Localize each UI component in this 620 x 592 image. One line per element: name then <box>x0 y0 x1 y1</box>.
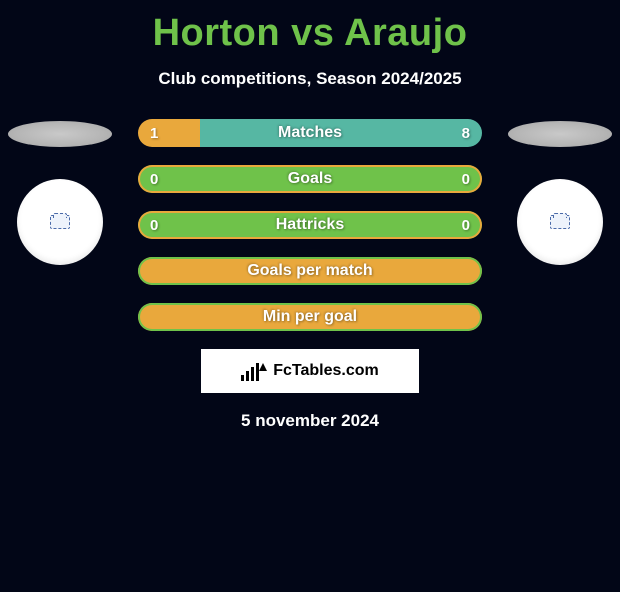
stat-value-left: 1 <box>150 125 158 142</box>
player-right-column <box>500 119 620 265</box>
stat-label: Matches <box>278 124 342 142</box>
footer-brand-box[interactable]: FcTables.com <box>201 349 419 393</box>
stat-bar: Min per goal <box>138 303 482 331</box>
stat-label: Hattricks <box>276 216 344 234</box>
jersey-placeholder-icon <box>550 215 570 229</box>
stat-bar: 1 8 Matches <box>138 119 482 147</box>
brand-bars-icon <box>241 361 267 381</box>
shadow-ellipse-icon <box>8 121 112 147</box>
stat-bar: 0 0 Hattricks <box>138 211 482 239</box>
comparison-content: 1 8 Matches 0 0 Goals 0 0 Hattricks Goals per mat… <box>0 119 620 431</box>
stat-value-left: 0 <box>150 171 158 188</box>
jersey-placeholder-icon <box>50 215 70 229</box>
avatar-left <box>17 179 103 265</box>
stat-label: Goals per match <box>247 262 372 280</box>
stat-bar: Goals per match <box>138 257 482 285</box>
date-label: 5 november 2024 <box>0 411 620 431</box>
subtitle: Club competitions, Season 2024/2025 <box>0 69 620 89</box>
avatar-right <box>517 179 603 265</box>
shadow-ellipse-icon <box>508 121 612 147</box>
stat-label: Goals <box>288 170 332 188</box>
stat-bars: 1 8 Matches 0 0 Goals 0 0 Hattricks Goals per mat… <box>138 119 482 331</box>
stat-value-right: 0 <box>462 171 470 188</box>
stat-value-right: 8 <box>462 125 470 142</box>
stat-bar: 0 0 Goals <box>138 165 482 193</box>
player-left-column <box>0 119 120 265</box>
stat-value-right: 0 <box>462 217 470 234</box>
stat-value-left: 0 <box>150 217 158 234</box>
stat-label: Min per goal <box>263 308 357 326</box>
page-title: Horton vs Araujo <box>0 12 620 55</box>
brand-name: FcTables.com <box>273 362 379 380</box>
